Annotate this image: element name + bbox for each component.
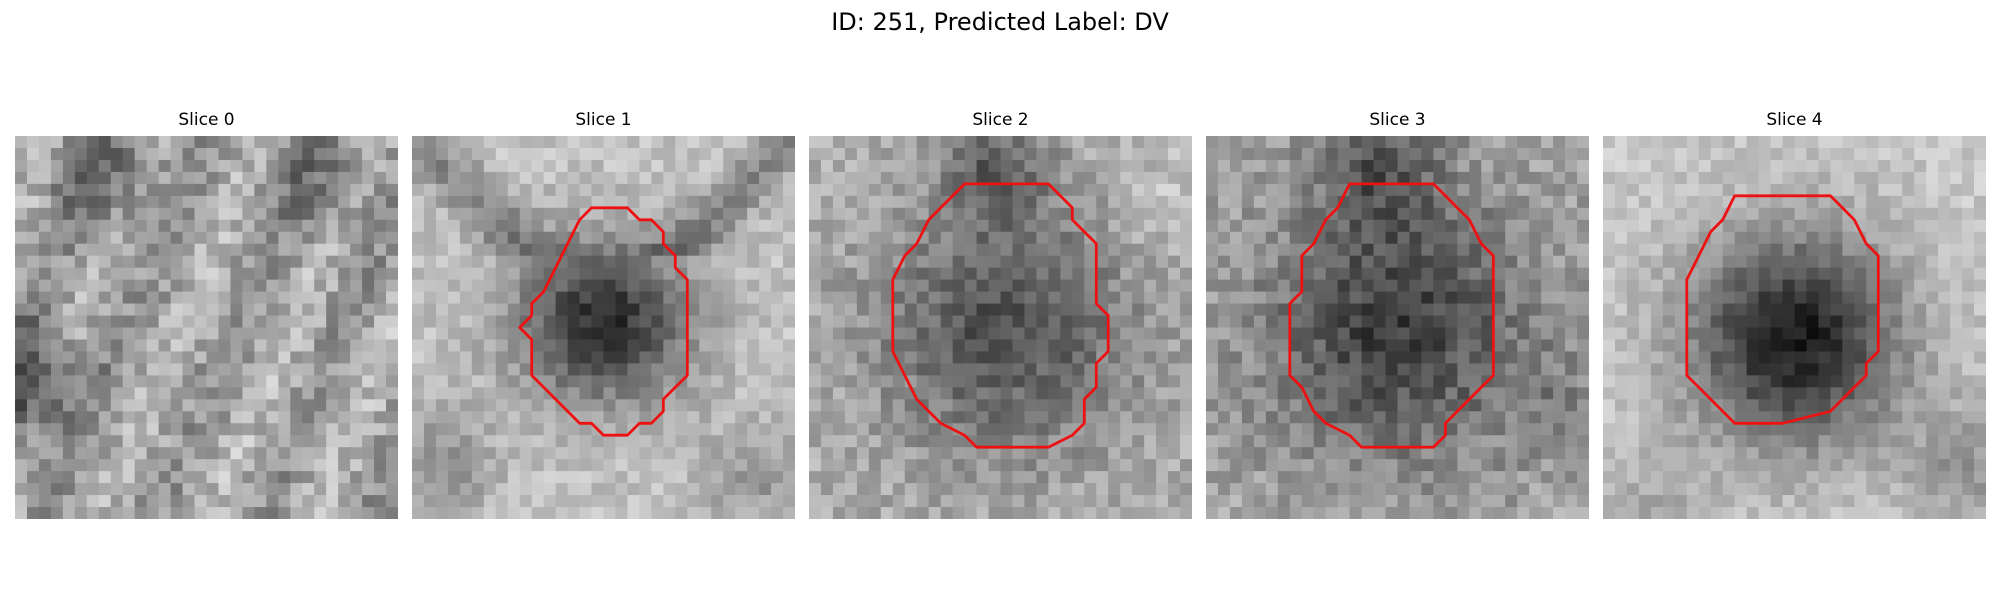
slice-image-0 [15, 136, 398, 519]
slice-image-1 [412, 136, 795, 519]
figure-title: ID: 251, Predicted Label: DV [831, 8, 1169, 36]
slice-panel-2: Slice 2 [809, 109, 1192, 519]
slice-image-2 [809, 136, 1192, 519]
slice-title-2: Slice 2 [972, 110, 1029, 130]
slice-panel-0: Slice 0 [15, 109, 398, 519]
slice-panel-3: Slice 3 [1206, 109, 1589, 519]
lesion-contour [1288, 182, 1495, 449]
slice-title-1: Slice 1 [575, 110, 632, 130]
slice-title-0: Slice 0 [178, 110, 235, 130]
slice-panel-4: Slice 4 [1603, 109, 1986, 519]
lesion-contour [891, 182, 1110, 449]
lesion-contour [518, 206, 689, 437]
slice-title-4: Slice 4 [1766, 110, 1823, 130]
slice-image-3 [1206, 136, 1589, 519]
slice-panel-1: Slice 1 [412, 109, 795, 519]
slice-image-4 [1603, 136, 1986, 519]
slice-title-3: Slice 3 [1369, 110, 1426, 130]
lesion-contour [1685, 194, 1880, 425]
